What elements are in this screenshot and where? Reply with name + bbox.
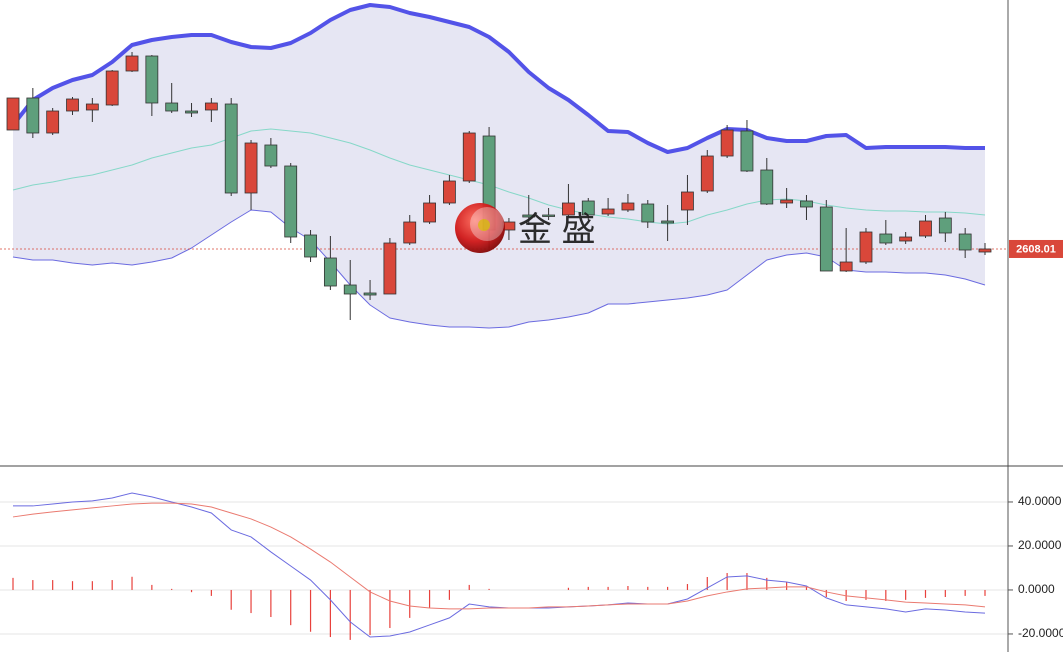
candle-body [343,284,357,295]
candle-body [958,233,972,251]
candle-body [403,221,417,244]
band-layer [11,3,986,329]
candle-body [165,102,179,112]
candle-body [125,55,139,72]
band-line [11,3,985,154]
candle-body [938,217,952,234]
watermark-logo: 金 盛 [455,203,595,253]
candle-body [700,155,714,192]
candle-body [641,203,655,223]
candle-body [601,208,615,215]
candle-body [581,200,595,216]
logo-dot [478,219,490,231]
y-tick-label: -20.0000 [1018,626,1063,640]
candle-body [224,103,238,194]
macd-line [12,502,986,610]
candle-body [800,200,813,208]
candle-body [522,214,536,218]
main-layer: 2608.01 40.0000 20.0000 0.0000 -20.0000 [0,52,1063,640]
candle-body [462,132,476,182]
candle-body [185,110,198,114]
candle-body [661,220,675,224]
candle-body [760,169,774,205]
candle-body [284,165,298,238]
watermark-text: 金 盛 [518,211,595,249]
macd-line [13,492,986,638]
candle-body [919,220,932,237]
candle-body [621,202,635,211]
candle-body [859,231,873,263]
candle-body [304,234,317,258]
candle-body [879,233,893,244]
candle-body [204,102,218,111]
candle-body [899,236,913,242]
last-price-label: 2608.01 [1016,243,1056,255]
candle-body [542,214,555,217]
band-line [12,128,986,225]
candle-body [244,142,258,194]
y-tick-label: 40.0000 [1018,494,1062,508]
candle-body [443,180,456,204]
y-tick-label: 0.0000 [1018,582,1055,596]
last-price-box [1009,239,1063,258]
candle-body [720,129,734,157]
candle-body [562,202,575,216]
candle-body [46,110,60,134]
candle-body [363,292,377,296]
candle-body [26,97,40,134]
candle-body [66,98,79,112]
candle-body [839,261,853,272]
candle-body [145,55,159,104]
candle-body [85,103,99,111]
candle-body [780,199,794,204]
candle-body [264,144,278,167]
candle-body [681,191,694,211]
candle-body [423,202,436,223]
candle-body [383,242,397,295]
y-tick-label: 20.0000 [1018,538,1062,552]
candle-body [978,248,992,253]
candle-body [323,257,337,287]
candle-body [105,70,119,106]
candle-body [6,97,20,131]
candle-body [740,130,754,172]
candle-body [819,206,833,272]
band-fill [13,5,985,328]
